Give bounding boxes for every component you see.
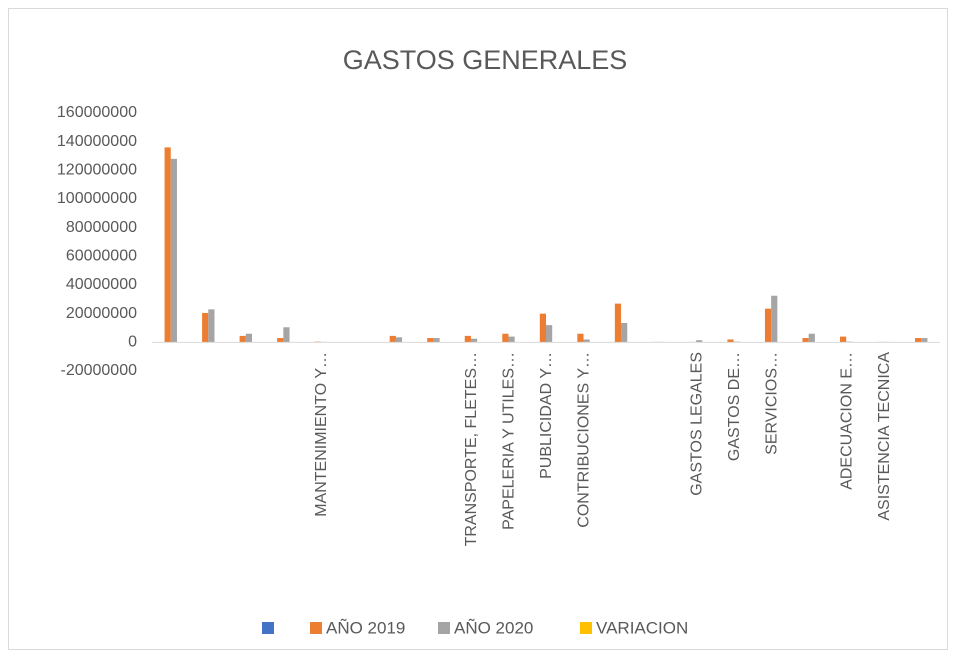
legend-label: VARIACION — [596, 618, 688, 637]
bar — [764, 308, 772, 343]
x-tick-label: PUBLICIDAD Y… — [538, 352, 555, 479]
bar — [539, 313, 546, 343]
bar — [546, 325, 553, 343]
bar — [395, 337, 403, 343]
bar — [245, 333, 253, 343]
x-tick-label: MANTENIMIENTO Y… — [313, 352, 330, 517]
bar — [202, 312, 209, 343]
bar — [508, 336, 515, 343]
bar — [621, 322, 628, 343]
y-tick-label: 100000000 — [57, 190, 137, 207]
y-tick-label: 40000000 — [66, 276, 137, 293]
bar — [170, 158, 177, 343]
x-tick-label: SERVICIOS… — [763, 352, 780, 455]
x-tick-label: GASTOS LEGALES — [688, 352, 705, 496]
bar — [727, 339, 734, 343]
bar — [389, 335, 396, 343]
bar — [283, 327, 290, 343]
bar — [614, 303, 622, 343]
x-tick-label: CONTRIBUCIONES Y… — [576, 352, 593, 528]
bar — [433, 338, 440, 343]
y-tick-label: -20000000 — [60, 362, 137, 379]
legend-swatch — [310, 622, 322, 634]
legend-swatch — [438, 622, 450, 634]
y-tick-label: 140000000 — [57, 133, 137, 150]
bar — [802, 338, 809, 343]
y-tick-label: 120000000 — [57, 162, 137, 179]
x-tick-label: TRANSPORTE, FLETES… — [463, 352, 480, 546]
bar — [470, 338, 478, 343]
y-tick-label: 80000000 — [66, 219, 137, 236]
bar — [427, 338, 434, 343]
bar — [839, 336, 847, 343]
bar — [502, 333, 509, 343]
legend-label: AÑO 2020 — [454, 618, 533, 637]
bar — [464, 335, 471, 343]
bar — [277, 338, 284, 343]
bar — [696, 340, 703, 343]
bar — [915, 338, 922, 343]
bar — [164, 147, 171, 343]
y-tick-label: 160000000 — [57, 104, 137, 121]
legend-swatch — [262, 622, 274, 634]
y-tick-label: 60000000 — [66, 248, 137, 265]
x-tick-label: ADECUACION E… — [838, 352, 855, 490]
x-tick-label: GASTOS DE… — [726, 352, 743, 461]
x-tick-label: PAPELERIA Y UTILES… — [501, 352, 518, 530]
bar — [921, 338, 928, 343]
bar — [239, 335, 246, 343]
chart-title: GASTOS GENERALES — [343, 45, 628, 75]
y-tick-label: 0 — [128, 334, 137, 351]
legend-swatch — [580, 622, 592, 634]
bar — [577, 333, 584, 343]
bar — [208, 309, 215, 343]
legend-label: AÑO 2019 — [326, 618, 405, 637]
chart-border — [8, 8, 948, 650]
bar — [583, 339, 590, 343]
bar — [771, 295, 778, 343]
x-tick-label: ASISTENCIA TECNICA — [876, 352, 893, 521]
y-tick-label: 20000000 — [66, 305, 137, 322]
bar — [808, 333, 815, 343]
